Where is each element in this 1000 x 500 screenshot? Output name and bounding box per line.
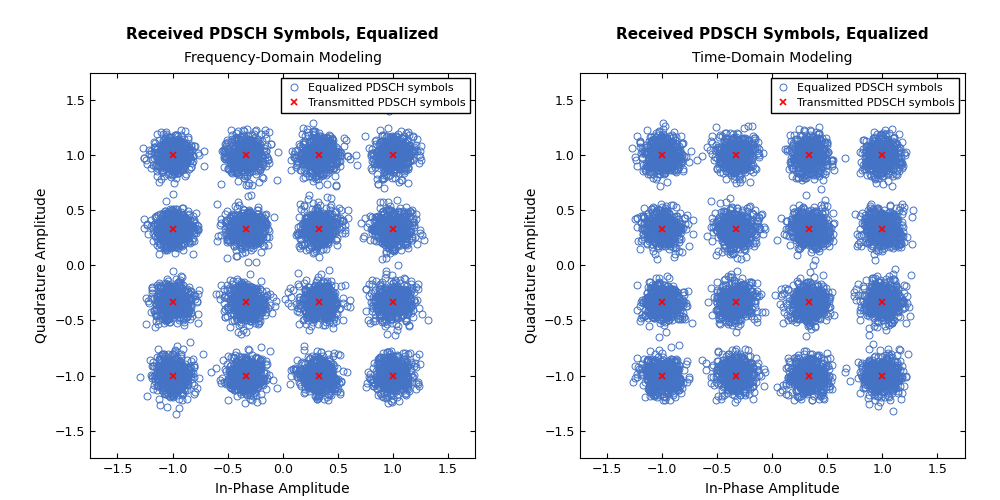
Transmitted PDSCH symbols	[656, 299, 668, 305]
X-axis label: In-Phase Amplitude: In-Phase Amplitude	[705, 482, 840, 496]
Equalized PDSCH symbols	[383, 108, 395, 114]
Title: Received PDSCH Symbols, Equalized
Time-Domain Modeling: Received PDSCH Symbols, Equalized Time-D…	[0, 499, 1, 500]
Transmitted PDSCH symbols	[240, 372, 252, 378]
Transmitted PDSCH symbols	[730, 299, 742, 305]
Transmitted PDSCH symbols	[387, 372, 399, 378]
Text: Frequency-Domain Modeling: Frequency-Domain Modeling	[184, 51, 382, 65]
Transmitted PDSCH symbols	[387, 152, 399, 158]
Transmitted PDSCH symbols	[730, 226, 742, 232]
Text: Time-Domain Modeling: Time-Domain Modeling	[692, 51, 852, 65]
Text: Received PDSCH Symbols, Equalized: Received PDSCH Symbols, Equalized	[126, 27, 439, 42]
Text: Received PDSCH Symbols, Equalized: Received PDSCH Symbols, Equalized	[616, 27, 929, 42]
Transmitted PDSCH symbols	[313, 152, 325, 158]
Transmitted PDSCH symbols	[803, 152, 815, 158]
Transmitted PDSCH symbols	[313, 372, 325, 378]
Transmitted PDSCH symbols	[167, 152, 179, 158]
Equalized PDSCH symbols	[888, 379, 900, 385]
Equalized PDSCH symbols	[814, 302, 826, 308]
Y-axis label: Quadrature Amplitude: Quadrature Amplitude	[525, 188, 539, 343]
Transmitted PDSCH symbols	[656, 372, 668, 378]
Transmitted PDSCH symbols	[313, 299, 325, 305]
Line: Equalized PDSCH symbols: Equalized PDSCH symbols	[137, 108, 431, 417]
Legend: Equalized PDSCH symbols, Transmitted PDSCH symbols: Equalized PDSCH symbols, Transmitted PDS…	[281, 78, 470, 112]
Transmitted PDSCH symbols	[876, 226, 888, 232]
Equalized PDSCH symbols	[303, 233, 315, 239]
Equalized PDSCH symbols	[657, 120, 669, 126]
Equalized PDSCH symbols	[316, 303, 328, 309]
Transmitted PDSCH symbols	[803, 299, 815, 305]
Transmitted PDSCH symbols	[730, 372, 742, 378]
Transmitted PDSCH symbols	[387, 299, 399, 305]
Equalized PDSCH symbols	[825, 156, 837, 162]
Transmitted PDSCH symbols	[876, 299, 888, 305]
Line: Transmitted PDSCH symbols: Transmitted PDSCH symbols	[659, 152, 886, 379]
Transmitted PDSCH symbols	[656, 226, 668, 232]
Transmitted PDSCH symbols	[313, 226, 325, 232]
Transmitted PDSCH symbols	[656, 152, 668, 158]
Transmitted PDSCH symbols	[876, 372, 888, 378]
X-axis label: In-Phase Amplitude: In-Phase Amplitude	[215, 482, 350, 496]
Equalized PDSCH symbols	[170, 410, 182, 416]
Equalized PDSCH symbols	[665, 379, 677, 385]
Legend: Equalized PDSCH symbols, Transmitted PDSCH symbols: Equalized PDSCH symbols, Transmitted PDS…	[771, 78, 959, 112]
Title: Received PDSCH Symbols, Equalized
Frequency-Domain Modeling: Received PDSCH Symbols, Equalized Freque…	[0, 499, 1, 500]
Equalized PDSCH symbols	[167, 374, 179, 380]
Line: Equalized PDSCH symbols: Equalized PDSCH symbols	[629, 120, 917, 414]
Transmitted PDSCH symbols	[167, 226, 179, 232]
Transmitted PDSCH symbols	[387, 226, 399, 232]
Equalized PDSCH symbols	[257, 306, 269, 312]
Equalized PDSCH symbols	[887, 408, 899, 414]
Equalized PDSCH symbols	[665, 356, 677, 362]
Equalized PDSCH symbols	[728, 304, 740, 310]
Line: Transmitted PDSCH symbols: Transmitted PDSCH symbols	[169, 152, 396, 379]
Transmitted PDSCH symbols	[240, 299, 252, 305]
Equalized PDSCH symbols	[171, 373, 183, 379]
Transmitted PDSCH symbols	[240, 226, 252, 232]
Y-axis label: Quadrature Amplitude: Quadrature Amplitude	[35, 188, 49, 343]
Transmitted PDSCH symbols	[803, 372, 815, 378]
Equalized PDSCH symbols	[305, 170, 317, 176]
Equalized PDSCH symbols	[803, 220, 815, 226]
Transmitted PDSCH symbols	[240, 152, 252, 158]
Equalized PDSCH symbols	[407, 146, 419, 152]
Equalized PDSCH symbols	[882, 146, 894, 152]
Transmitted PDSCH symbols	[730, 152, 742, 158]
Transmitted PDSCH symbols	[876, 152, 888, 158]
Transmitted PDSCH symbols	[167, 299, 179, 305]
Transmitted PDSCH symbols	[167, 372, 179, 378]
Transmitted PDSCH symbols	[803, 226, 815, 232]
Equalized PDSCH symbols	[367, 379, 379, 385]
